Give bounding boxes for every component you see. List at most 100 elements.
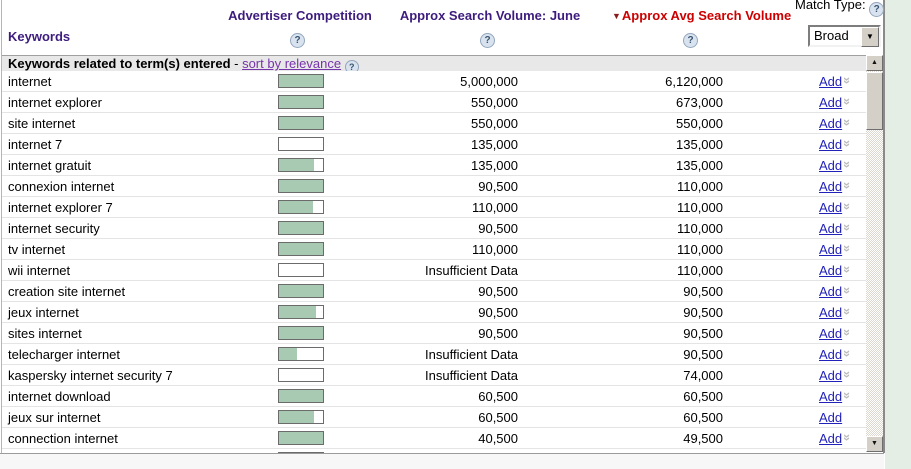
double-chevron-down-icon[interactable]: »	[840, 97, 856, 106]
competition-bar-fill	[279, 180, 323, 192]
double-chevron-down-icon[interactable]: »	[840, 370, 856, 379]
column-header-search-volume-june[interactable]: Approx Search Volume: June	[399, 8, 581, 23]
double-chevron-down-icon[interactable]: »	[840, 328, 856, 337]
search-volume-june-cell: 60,500	[478, 410, 518, 425]
add-keyword-link[interactable]: Add	[819, 221, 843, 236]
double-chevron-down-icon[interactable]: »	[840, 223, 856, 232]
add-keyword-link[interactable]: Add	[819, 200, 843, 215]
table-row: internet 5,000,000 6,120,000 Add»	[2, 71, 866, 92]
double-chevron-down-icon[interactable]: »	[840, 265, 856, 274]
sort-by-relevance-link[interactable]: sort by relevance	[242, 56, 342, 71]
add-keyword-link[interactable]: Add	[819, 158, 843, 173]
help-icon-match-type[interactable]: ?	[869, 2, 885, 17]
add-keyword-link[interactable]: Add	[819, 431, 843, 446]
competition-bar	[278, 242, 324, 256]
column-header-advertiser-competition[interactable]: Advertiser Competition	[228, 8, 372, 23]
competition-bar-fill	[279, 243, 323, 255]
double-chevron-down-icon[interactable]: »	[840, 202, 856, 211]
help-icon-search-volume-june[interactable]: ?	[480, 33, 495, 48]
search-volume-june-cell: 135,000	[471, 158, 518, 173]
keyword-cell: jeux internet	[8, 305, 79, 320]
scrollbar-down-button[interactable]: ▼	[866, 436, 883, 452]
keyword-cell: internet gratuit	[8, 158, 92, 173]
avg-search-volume-cell: 90,500	[683, 284, 723, 299]
keyword-rows: internet 5,000,000 6,120,000 Add» internet e…	[2, 71, 866, 453]
competition-bar-fill	[279, 327, 323, 339]
avg-search-volume-cell: 60,500	[683, 410, 723, 425]
avg-search-volume-cell: 110,000	[676, 200, 723, 215]
help-icon-sort-by-relevance[interactable]: ?	[344, 60, 359, 74]
avg-search-volume-cell: 135,000	[676, 137, 723, 152]
double-chevron-down-icon[interactable]: »	[840, 391, 856, 400]
double-chevron-down-icon[interactable]: »	[840, 160, 856, 169]
double-chevron-down-icon[interactable]: »	[840, 286, 856, 295]
competition-bar	[278, 431, 324, 445]
add-keyword-link[interactable]: Add	[819, 284, 843, 299]
add-keyword-link[interactable]: Add	[819, 179, 843, 194]
competition-bar-fill	[279, 117, 323, 129]
keyword-cell: internet 7	[8, 137, 63, 152]
search-volume-june-cell: 110,000	[471, 200, 518, 215]
double-chevron-down-icon[interactable]: »	[840, 139, 856, 148]
add-keyword-link[interactable]: Add	[819, 242, 843, 257]
add-keyword-link[interactable]: Add	[819, 95, 843, 110]
competition-bar	[278, 452, 324, 453]
match-type-dropdown[interactable]: Broad ▼	[808, 25, 881, 47]
competition-bar	[278, 95, 324, 109]
add-keyword-link[interactable]: Add	[819, 263, 843, 278]
table-row: connexion internet 90,500 110,000 Add»	[2, 176, 866, 197]
scrollbar-thumb[interactable]	[866, 72, 883, 130]
add-keyword-link[interactable]: Add	[819, 368, 843, 383]
double-chevron-down-icon[interactable]: »	[840, 181, 856, 190]
avg-search-volume-cell: 673,000	[676, 95, 723, 110]
add-keyword-link[interactable]: Add	[819, 347, 843, 362]
avg-search-volume-cell: 90,500	[683, 347, 723, 362]
add-keyword-link[interactable]: Add	[819, 74, 843, 89]
table-scrollbar[interactable]: ▲ ▼	[866, 55, 883, 452]
double-chevron-down-icon[interactable]: »	[840, 244, 856, 253]
avg-search-volume-cell: 110,000	[676, 179, 723, 194]
competition-bar	[278, 263, 324, 277]
bottom-strip	[0, 454, 884, 469]
add-keyword-link[interactable]: Add	[819, 116, 843, 131]
scrollbar-up-button[interactable]: ▲	[866, 55, 883, 71]
add-keyword-link[interactable]: Add	[819, 305, 843, 320]
dropdown-arrow-icon[interactable]: ▼	[861, 27, 879, 47]
avg-search-volume-cell: 110,000	[676, 263, 723, 278]
help-icon-advertiser-competition[interactable]: ?	[290, 33, 305, 48]
double-chevron-down-icon[interactable]: »	[840, 76, 856, 85]
table-row: internet gratuit 135,000 135,000 Add»	[2, 155, 866, 176]
keyword-cell: creation site internet	[8, 284, 126, 299]
double-chevron-down-icon[interactable]: »	[840, 118, 856, 127]
double-chevron-down-icon[interactable]: »	[840, 433, 856, 442]
avg-search-volume-cell: 49,500	[683, 431, 723, 446]
competition-bar	[278, 158, 324, 172]
table-row: internet 7 135,000 135,000 Add»	[2, 134, 866, 155]
subheader-separator: -	[230, 56, 243, 71]
competition-bar	[278, 410, 324, 424]
search-volume-june-cell: Insufficient Data	[425, 263, 518, 278]
double-chevron-down-icon[interactable]: »	[840, 307, 856, 316]
search-volume-june-cell: 90,500	[478, 305, 518, 320]
keyword-cell: tv internet	[8, 242, 66, 257]
competition-bar-fill	[279, 222, 323, 234]
add-keyword-link[interactable]: Add	[819, 137, 843, 152]
scroll-down-icon: ▼	[871, 440, 878, 447]
add-keyword-link[interactable]: Add	[819, 410, 843, 425]
add-keyword-link[interactable]: Add	[819, 389, 843, 404]
add-keyword-link[interactable]: Add	[819, 326, 843, 341]
help-icon-avg-search-volume[interactable]: ?	[683, 33, 698, 48]
double-chevron-down-icon[interactable]: »	[840, 349, 856, 358]
column-header-avg-search-volume[interactable]: ▼Approx Avg Search Volume	[612, 8, 792, 23]
table-row: internet explorer 7 110,000 110,000 Add»	[2, 197, 866, 218]
page-background-strip	[885, 0, 911, 469]
search-volume-june-cell: Insufficient Data	[425, 368, 518, 383]
competition-bar-fill	[279, 432, 323, 444]
keyword-cell: internet	[8, 74, 52, 89]
avg-search-volume-cell: 6,120,000	[665, 74, 723, 89]
table-bottom-border	[0, 453, 884, 454]
competition-bar-fill	[279, 348, 297, 360]
search-volume-june-cell: 40,500	[478, 431, 518, 446]
competition-bar	[278, 200, 324, 214]
